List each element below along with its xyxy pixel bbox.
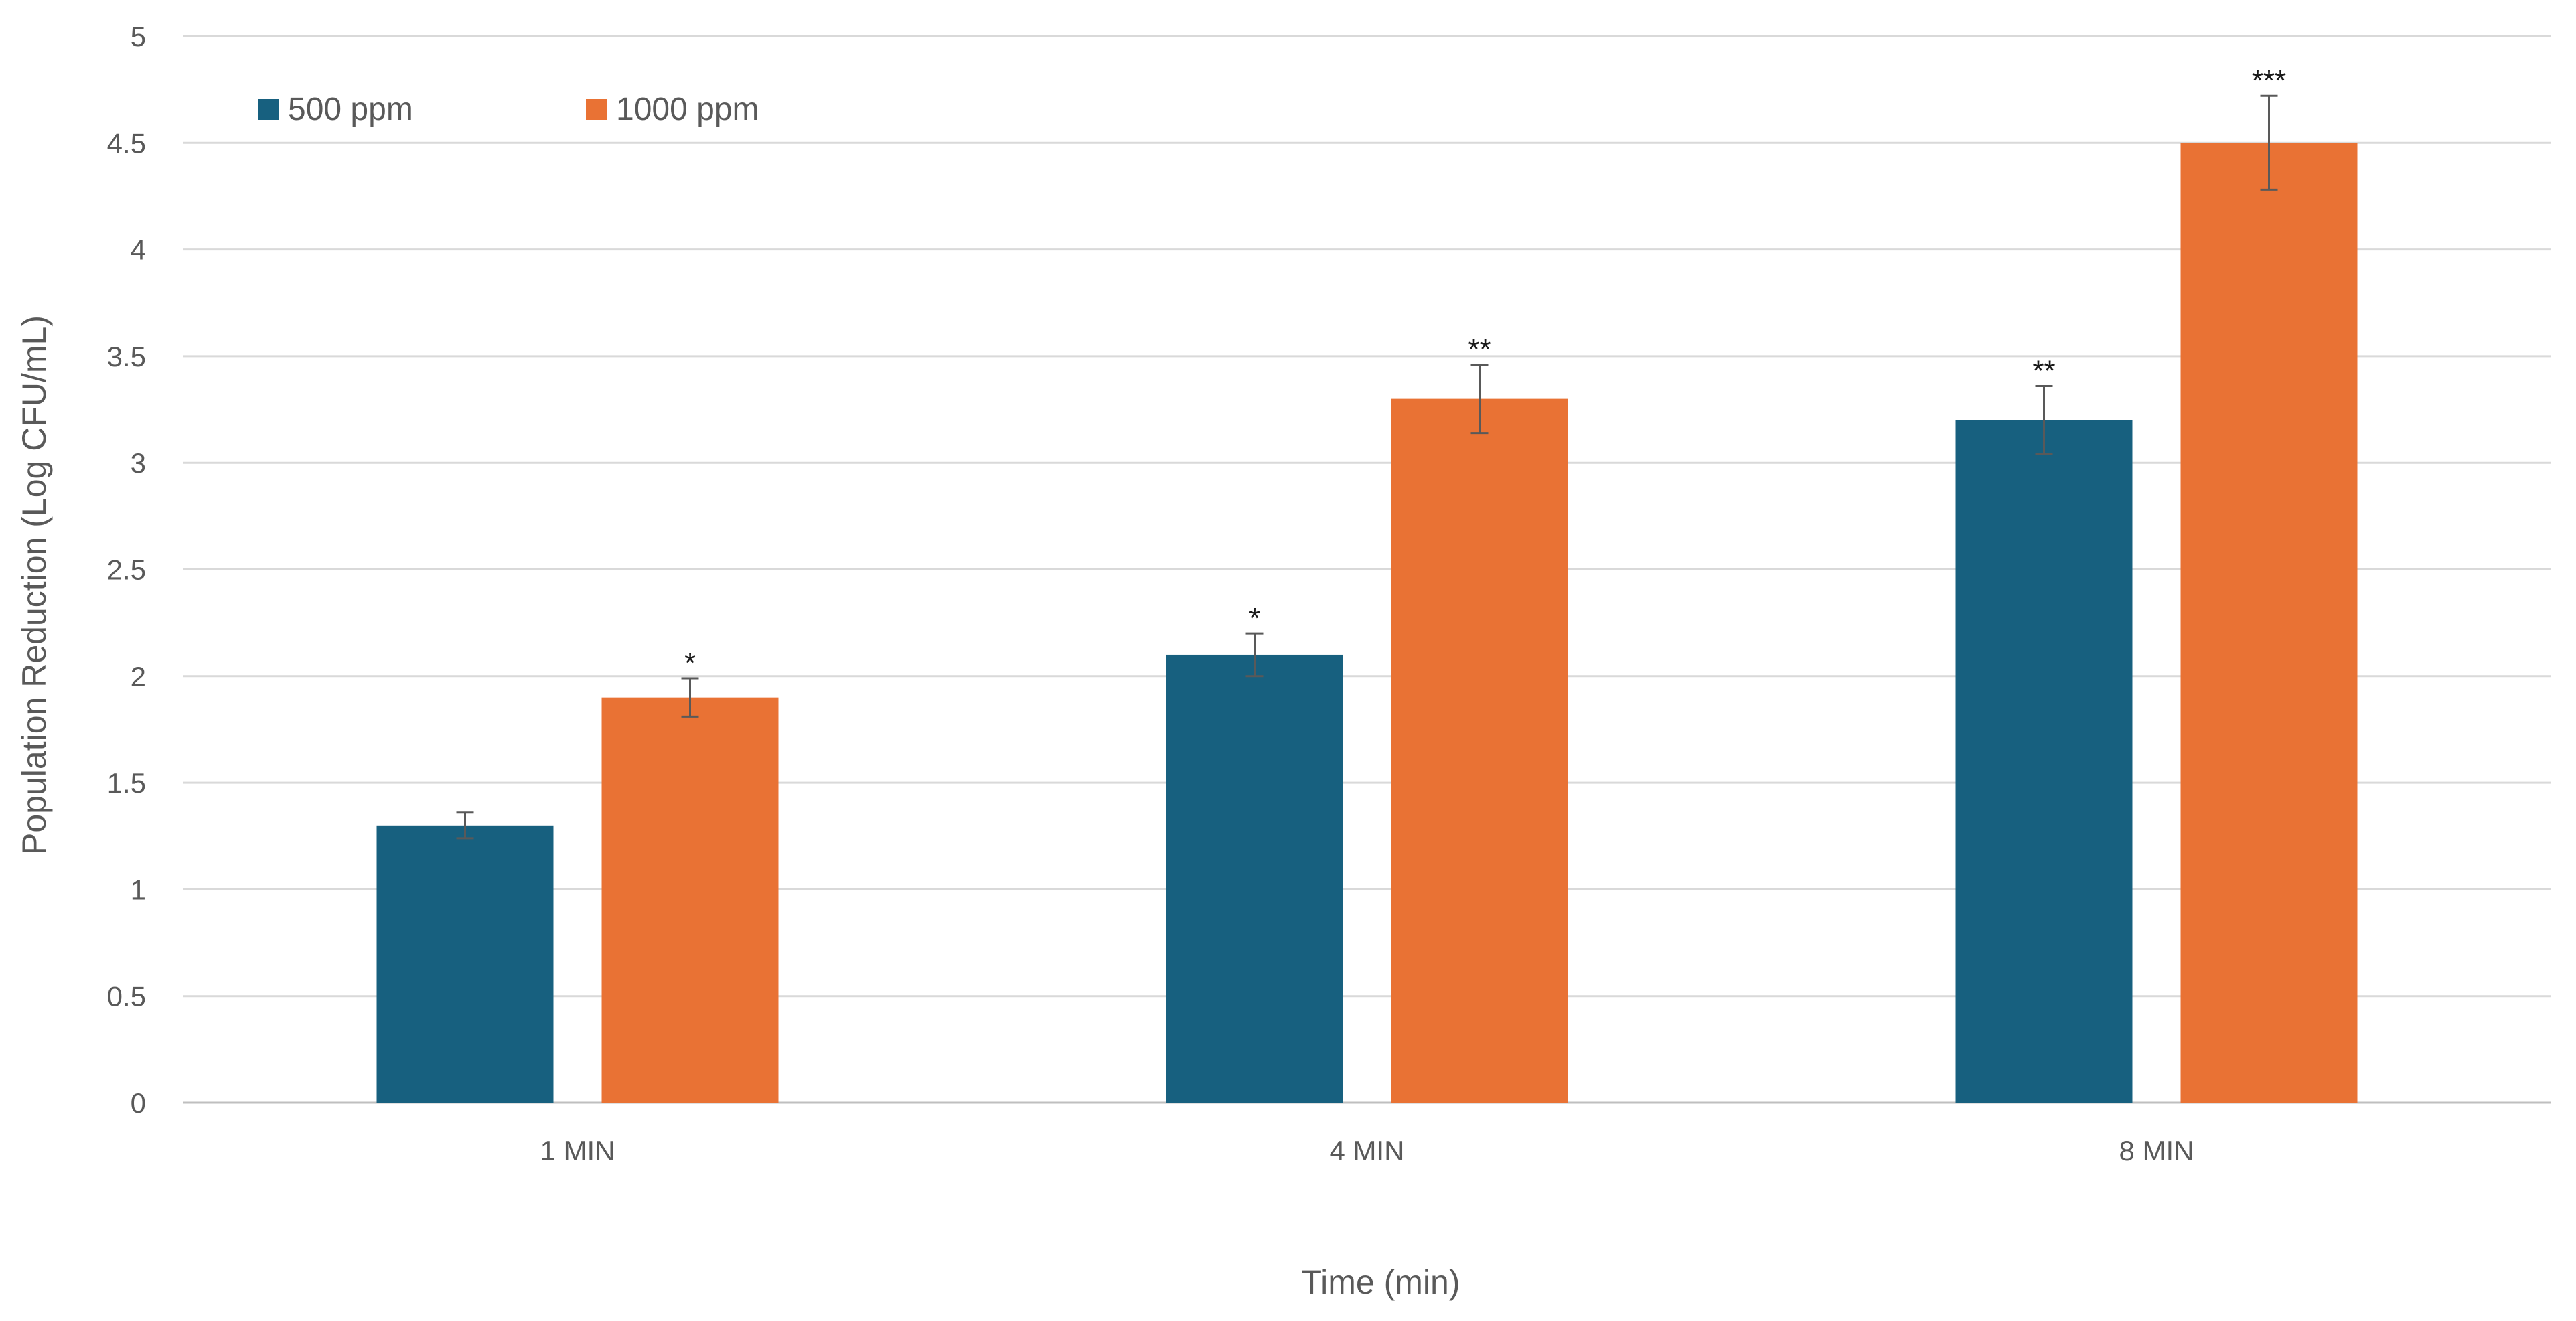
x-tick-label: 4 MIN: [1329, 1135, 1404, 1166]
y-tick-label: 3.5: [107, 341, 146, 372]
legend-label: 1000 ppm: [616, 92, 759, 127]
x-axis-title: Time (min): [1301, 1263, 1460, 1301]
y-tick-label: 0: [131, 1087, 146, 1119]
bars: [376, 143, 2358, 1103]
x-tick-label: 1 MIN: [540, 1135, 615, 1166]
y-axis-tick-labels: 0 0.5 1 1.5 2 2.5 3 3.5 4 4.5 5: [107, 21, 146, 1119]
significance-label: *: [1249, 602, 1260, 635]
significance-markers: *********: [684, 64, 2286, 680]
x-tick-label: 8 MIN: [2119, 1135, 2194, 1166]
significance-label: **: [2032, 355, 2055, 388]
significance-label: ***: [2252, 64, 2286, 97]
y-tick-label: 2.5: [107, 554, 146, 586]
significance-label: **: [1468, 333, 1491, 366]
y-tick-label: 0.5: [107, 981, 146, 1012]
bar: [1955, 420, 2133, 1103]
bar: [376, 825, 554, 1103]
y-axis-title: Population Reduction (Log CFU/mL): [15, 315, 53, 855]
y-tick-label: 4: [131, 234, 146, 266]
legend-swatch: [586, 99, 607, 120]
y-tick-label: 2: [131, 661, 146, 692]
error-bars: [456, 94, 2278, 840]
gridlines: [183, 35, 2551, 998]
y-tick-label: 1: [131, 874, 146, 905]
x-axis-tick-labels: 1 MIN 4 MIN 8 MIN: [540, 1135, 2194, 1166]
significance-label: *: [684, 647, 696, 680]
bar: [1391, 398, 1568, 1103]
bar: [1166, 654, 1343, 1103]
y-tick-label: 1.5: [107, 767, 146, 799]
legend: 500 ppm 1000 ppm: [258, 92, 759, 127]
bar: [2180, 143, 2358, 1103]
y-tick-label: 5: [131, 21, 146, 52]
y-tick-label: 3: [131, 447, 146, 479]
bar: [601, 697, 779, 1103]
legend-swatch: [258, 99, 279, 120]
y-tick-label: 4.5: [107, 127, 146, 159]
legend-label: 500 ppm: [288, 92, 413, 127]
